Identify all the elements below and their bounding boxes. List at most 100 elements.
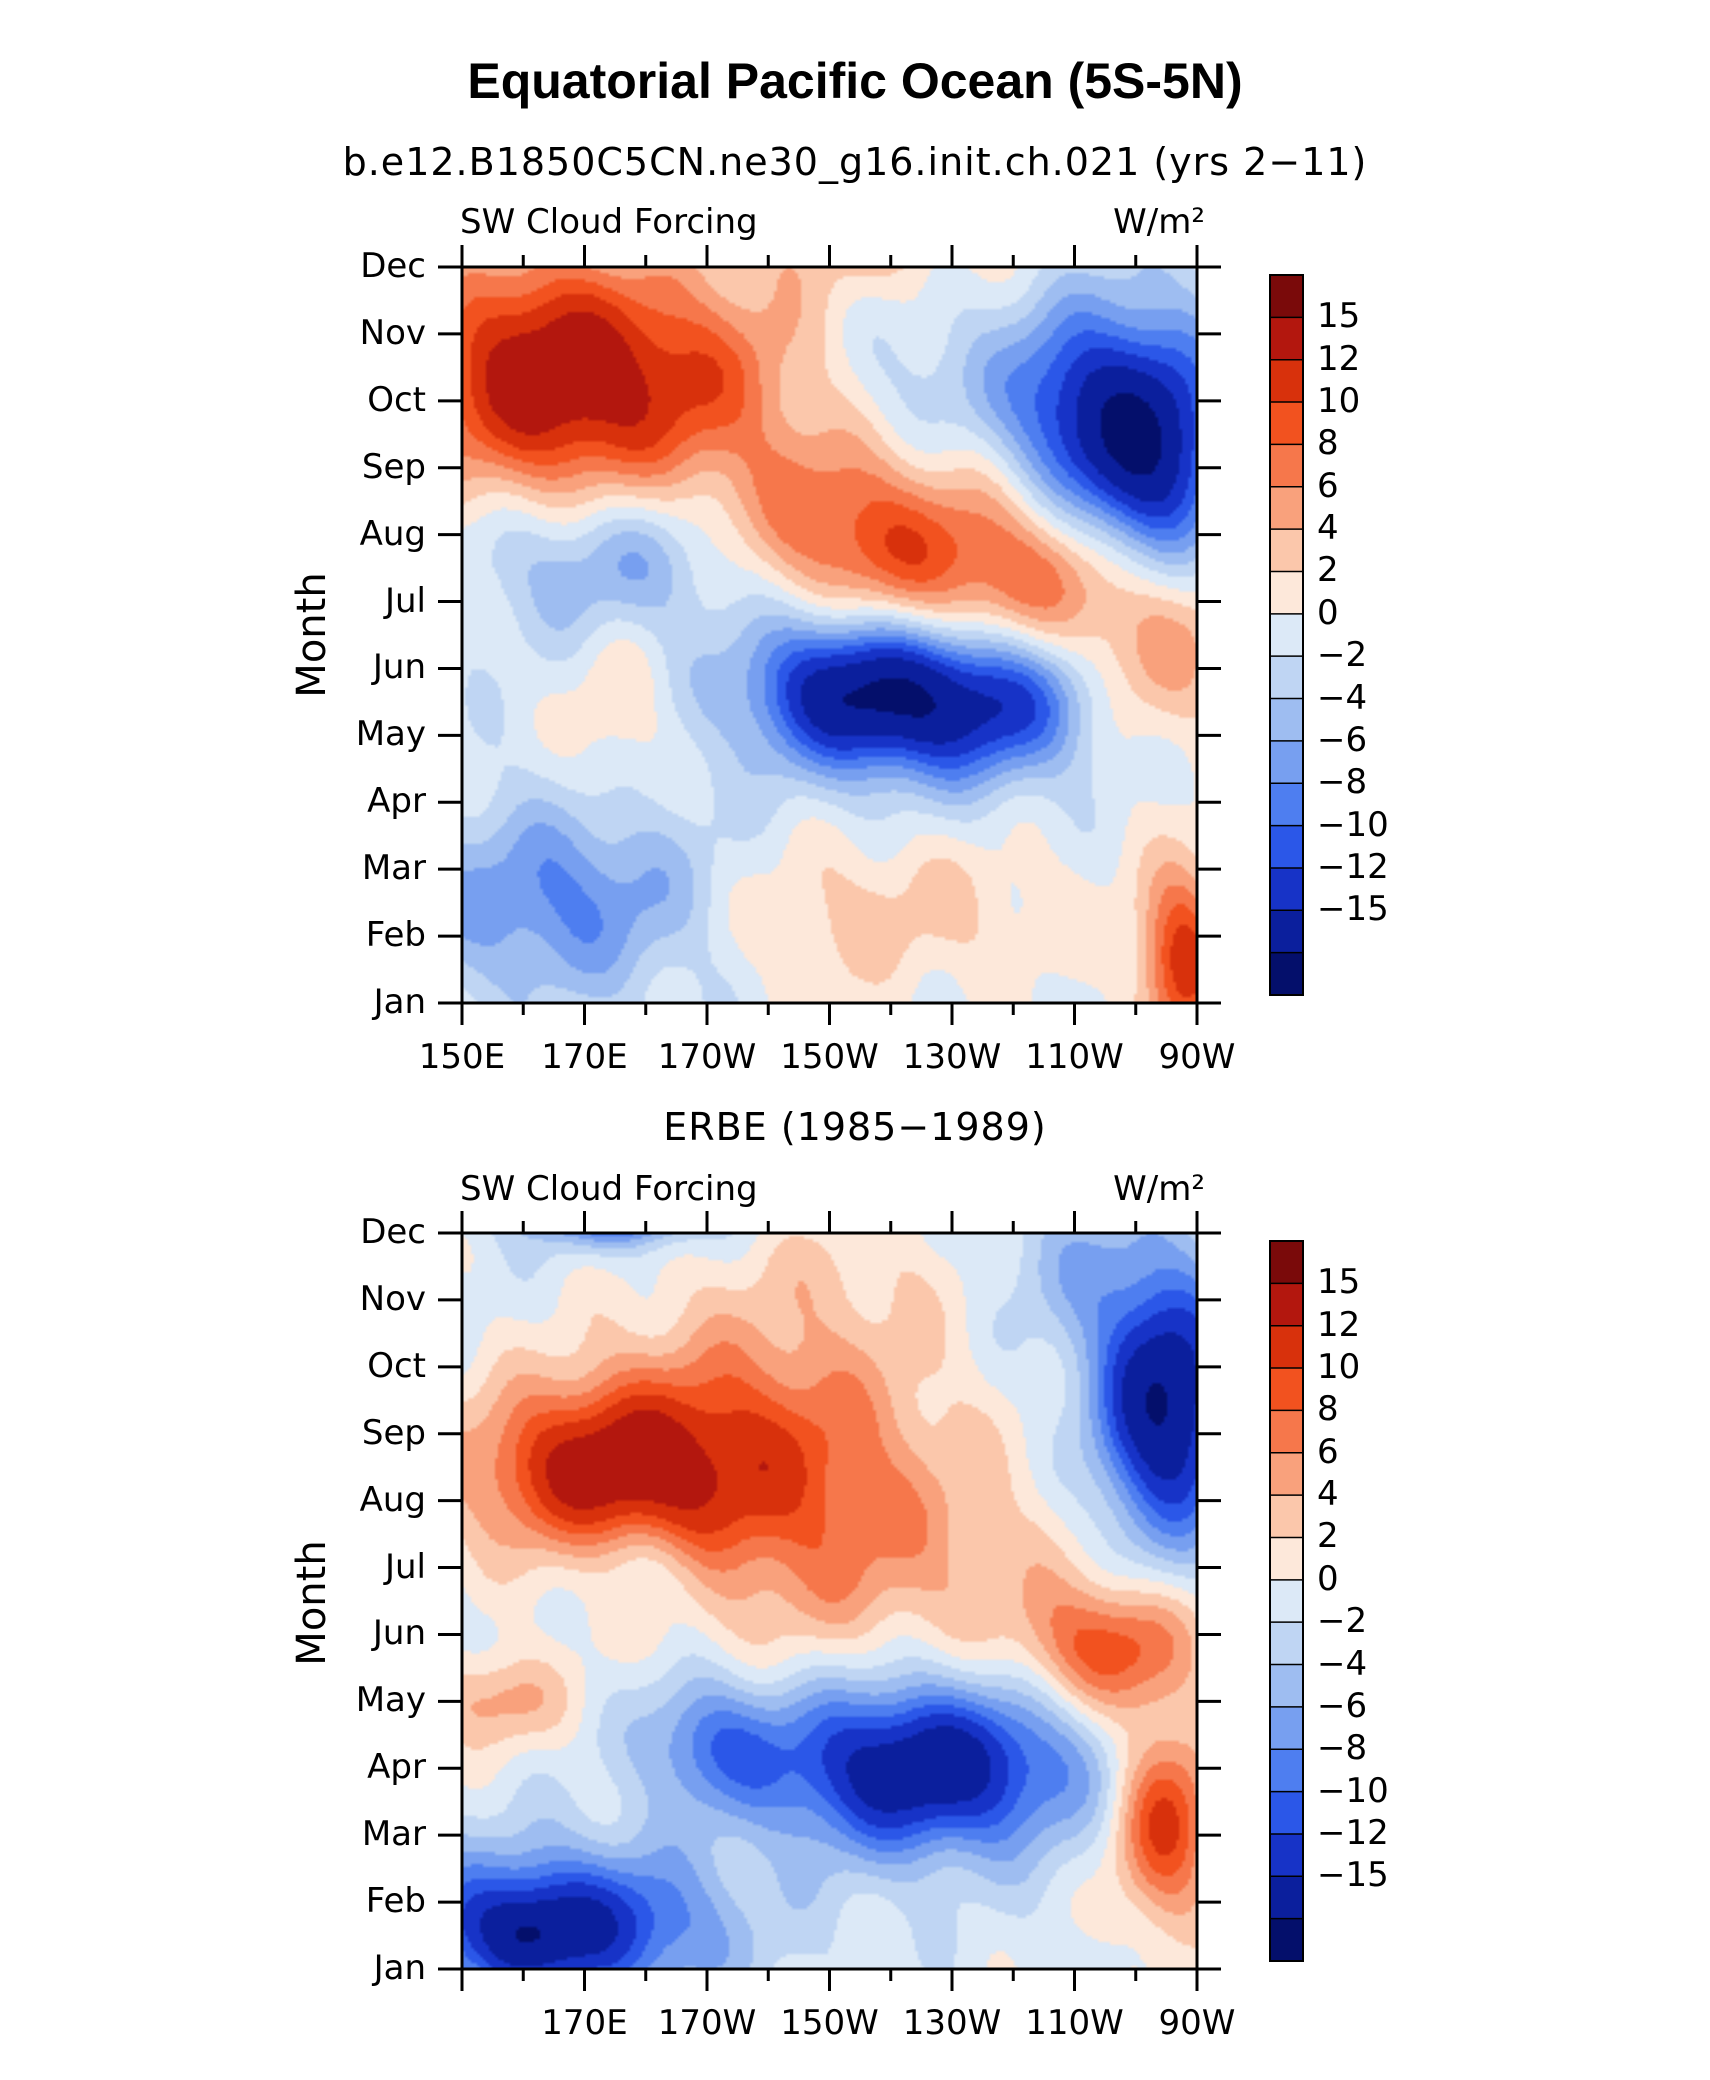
- cb1-swatch: [1270, 952, 1303, 996]
- cb2-label: 12: [1317, 1304, 1361, 1345]
- p1-ytick-label: Mar: [361, 848, 426, 889]
- cb2-swatch: [1270, 1410, 1303, 1454]
- cb2-swatch: [1270, 1283, 1303, 1327]
- cb2-swatch: [1270, 1664, 1303, 1708]
- cb1-label: −10: [1317, 804, 1389, 845]
- cb1-label: 10: [1317, 381, 1361, 422]
- p2-ytick-label: Jun: [372, 1613, 426, 1654]
- cb1-swatch: [1270, 402, 1303, 445]
- p1-ytick-label: Jan: [373, 982, 426, 1022]
- cb1-swatch: [1270, 359, 1303, 403]
- cb1-swatch: [1270, 783, 1303, 827]
- p2-ytick-label: Aug: [359, 1479, 426, 1520]
- cb2-swatch: [1270, 1749, 1303, 1793]
- cb1-swatch: [1270, 867, 1303, 911]
- cb2-swatch: [1270, 1537, 1303, 1581]
- figure-title: Equatorial Pacific Ocean (5S-5N): [467, 53, 1243, 109]
- p2-ytick-label: Mar: [361, 1814, 426, 1855]
- p2-xtick-label: 110W: [1025, 2003, 1124, 2043]
- cb1-swatch: [1270, 571, 1303, 615]
- cb1-swatch: [1270, 444, 1303, 488]
- cb2-swatch: [1270, 1325, 1303, 1369]
- cb1-swatch: [1270, 613, 1303, 657]
- cb2-swatch: [1270, 1622, 1303, 1666]
- p1-ytick-label: Aug: [359, 513, 426, 554]
- cb1-swatch: [1270, 486, 1303, 530]
- p1-ytick-label: Jun: [372, 647, 426, 688]
- p1-ytick-label: Feb: [365, 915, 426, 956]
- p1-ytick-label: Jul: [384, 580, 426, 621]
- cb1-label: 4: [1317, 508, 1339, 549]
- cb2-swatch: [1270, 1876, 1303, 1920]
- p1-xtick-label: 170E: [541, 1037, 628, 1077]
- panel-2-contour-field: [462, 1233, 1197, 1969]
- cb1-swatch: [1270, 740, 1303, 784]
- cb1-swatch: [1270, 698, 1303, 742]
- p2-ytick-label: Feb: [365, 1881, 426, 1922]
- cb2-swatch: [1270, 1833, 1303, 1877]
- cb2-swatch: [1270, 1791, 1303, 1835]
- cb2-label: 6: [1317, 1431, 1339, 1472]
- p1-ytick-label: Dec: [360, 246, 426, 286]
- cb2-swatch: [1270, 1495, 1303, 1538]
- p2-ytick-label: Jul: [384, 1546, 426, 1587]
- cb1-label: −2: [1317, 635, 1368, 676]
- p2-ytick-label: Sep: [361, 1412, 426, 1453]
- p2-xtick-label: 130W: [902, 2003, 1002, 2043]
- panel-2-units-label: W/m²: [1113, 1169, 1205, 1209]
- panel-1-variable-label: SW Cloud Forcing: [460, 202, 758, 242]
- cb2-label: 4: [1317, 1474, 1339, 1515]
- cb2-swatch: [1270, 1241, 1303, 1284]
- cb1-label: 0: [1317, 592, 1339, 633]
- cb1-frame: [1269, 274, 1304, 996]
- p2-ytick-label: May: [355, 1680, 426, 1721]
- cb1-label: 2: [1317, 550, 1339, 591]
- cb2-label: 0: [1317, 1558, 1339, 1599]
- cb1-label: 15: [1317, 296, 1361, 337]
- cb1-swatch: [1270, 825, 1303, 869]
- cb1-label: −8: [1317, 762, 1368, 803]
- p1-xtick-label: 150E: [418, 1037, 506, 1077]
- p1-ytick-label: Apr: [367, 781, 426, 822]
- p2-ytick-label: Oct: [367, 1345, 426, 1386]
- panel-2-variable-label: SW Cloud Forcing: [460, 1169, 758, 1209]
- cb1-label: 6: [1317, 465, 1339, 506]
- cb1-label: 12: [1317, 338, 1361, 379]
- p1-xtick-label: 90W: [1158, 1037, 1236, 1077]
- p1-ytick-label: May: [355, 714, 426, 755]
- cb2-label: 15: [1317, 1262, 1361, 1303]
- cb2-label: 2: [1317, 1516, 1339, 1557]
- panel-1-units-label: W/m²: [1113, 202, 1205, 242]
- cb2-swatch: [1270, 1579, 1303, 1623]
- p2-ytick-label: Dec: [360, 1212, 426, 1252]
- panel-1-title: b.e12.B1850C5CN.ne30_g16.init.ch.021 (yr…: [342, 140, 1368, 184]
- p2-xtick-label: 150W: [780, 2003, 879, 2043]
- cb1-label: 8: [1317, 423, 1339, 464]
- panel-2-title: ERBE (1985−1989): [663, 1105, 1047, 1149]
- p2-ytick-label: Jan: [373, 1948, 426, 1988]
- cb2-swatch: [1270, 1368, 1303, 1411]
- cb1-swatch: [1270, 656, 1303, 700]
- cb1-label: −6: [1317, 719, 1368, 760]
- cb2-label: −6: [1317, 1685, 1368, 1726]
- cb1-swatch: [1270, 529, 1303, 572]
- cb1-swatch: [1270, 317, 1303, 361]
- cb2-label: −15: [1317, 1855, 1389, 1896]
- cb2-label: −8: [1317, 1728, 1368, 1769]
- p1-ytick-label: Sep: [361, 446, 426, 487]
- p1-xtick-label: 130W: [902, 1037, 1002, 1077]
- cb2-frame: [1269, 1240, 1304, 1962]
- p1-xtick-label: 150W: [780, 1037, 879, 1077]
- p2-ytick-label: Apr: [367, 1747, 426, 1788]
- p1-xtick-label: 110W: [1025, 1037, 1124, 1077]
- cb1-label: −4: [1317, 677, 1368, 718]
- p2-xtick-label: 90W: [1158, 2003, 1236, 2043]
- cb1-swatch: [1270, 910, 1303, 954]
- cb2-swatch: [1270, 1452, 1303, 1496]
- cb1-swatch: [1270, 275, 1303, 318]
- cb2-label: 10: [1317, 1347, 1361, 1388]
